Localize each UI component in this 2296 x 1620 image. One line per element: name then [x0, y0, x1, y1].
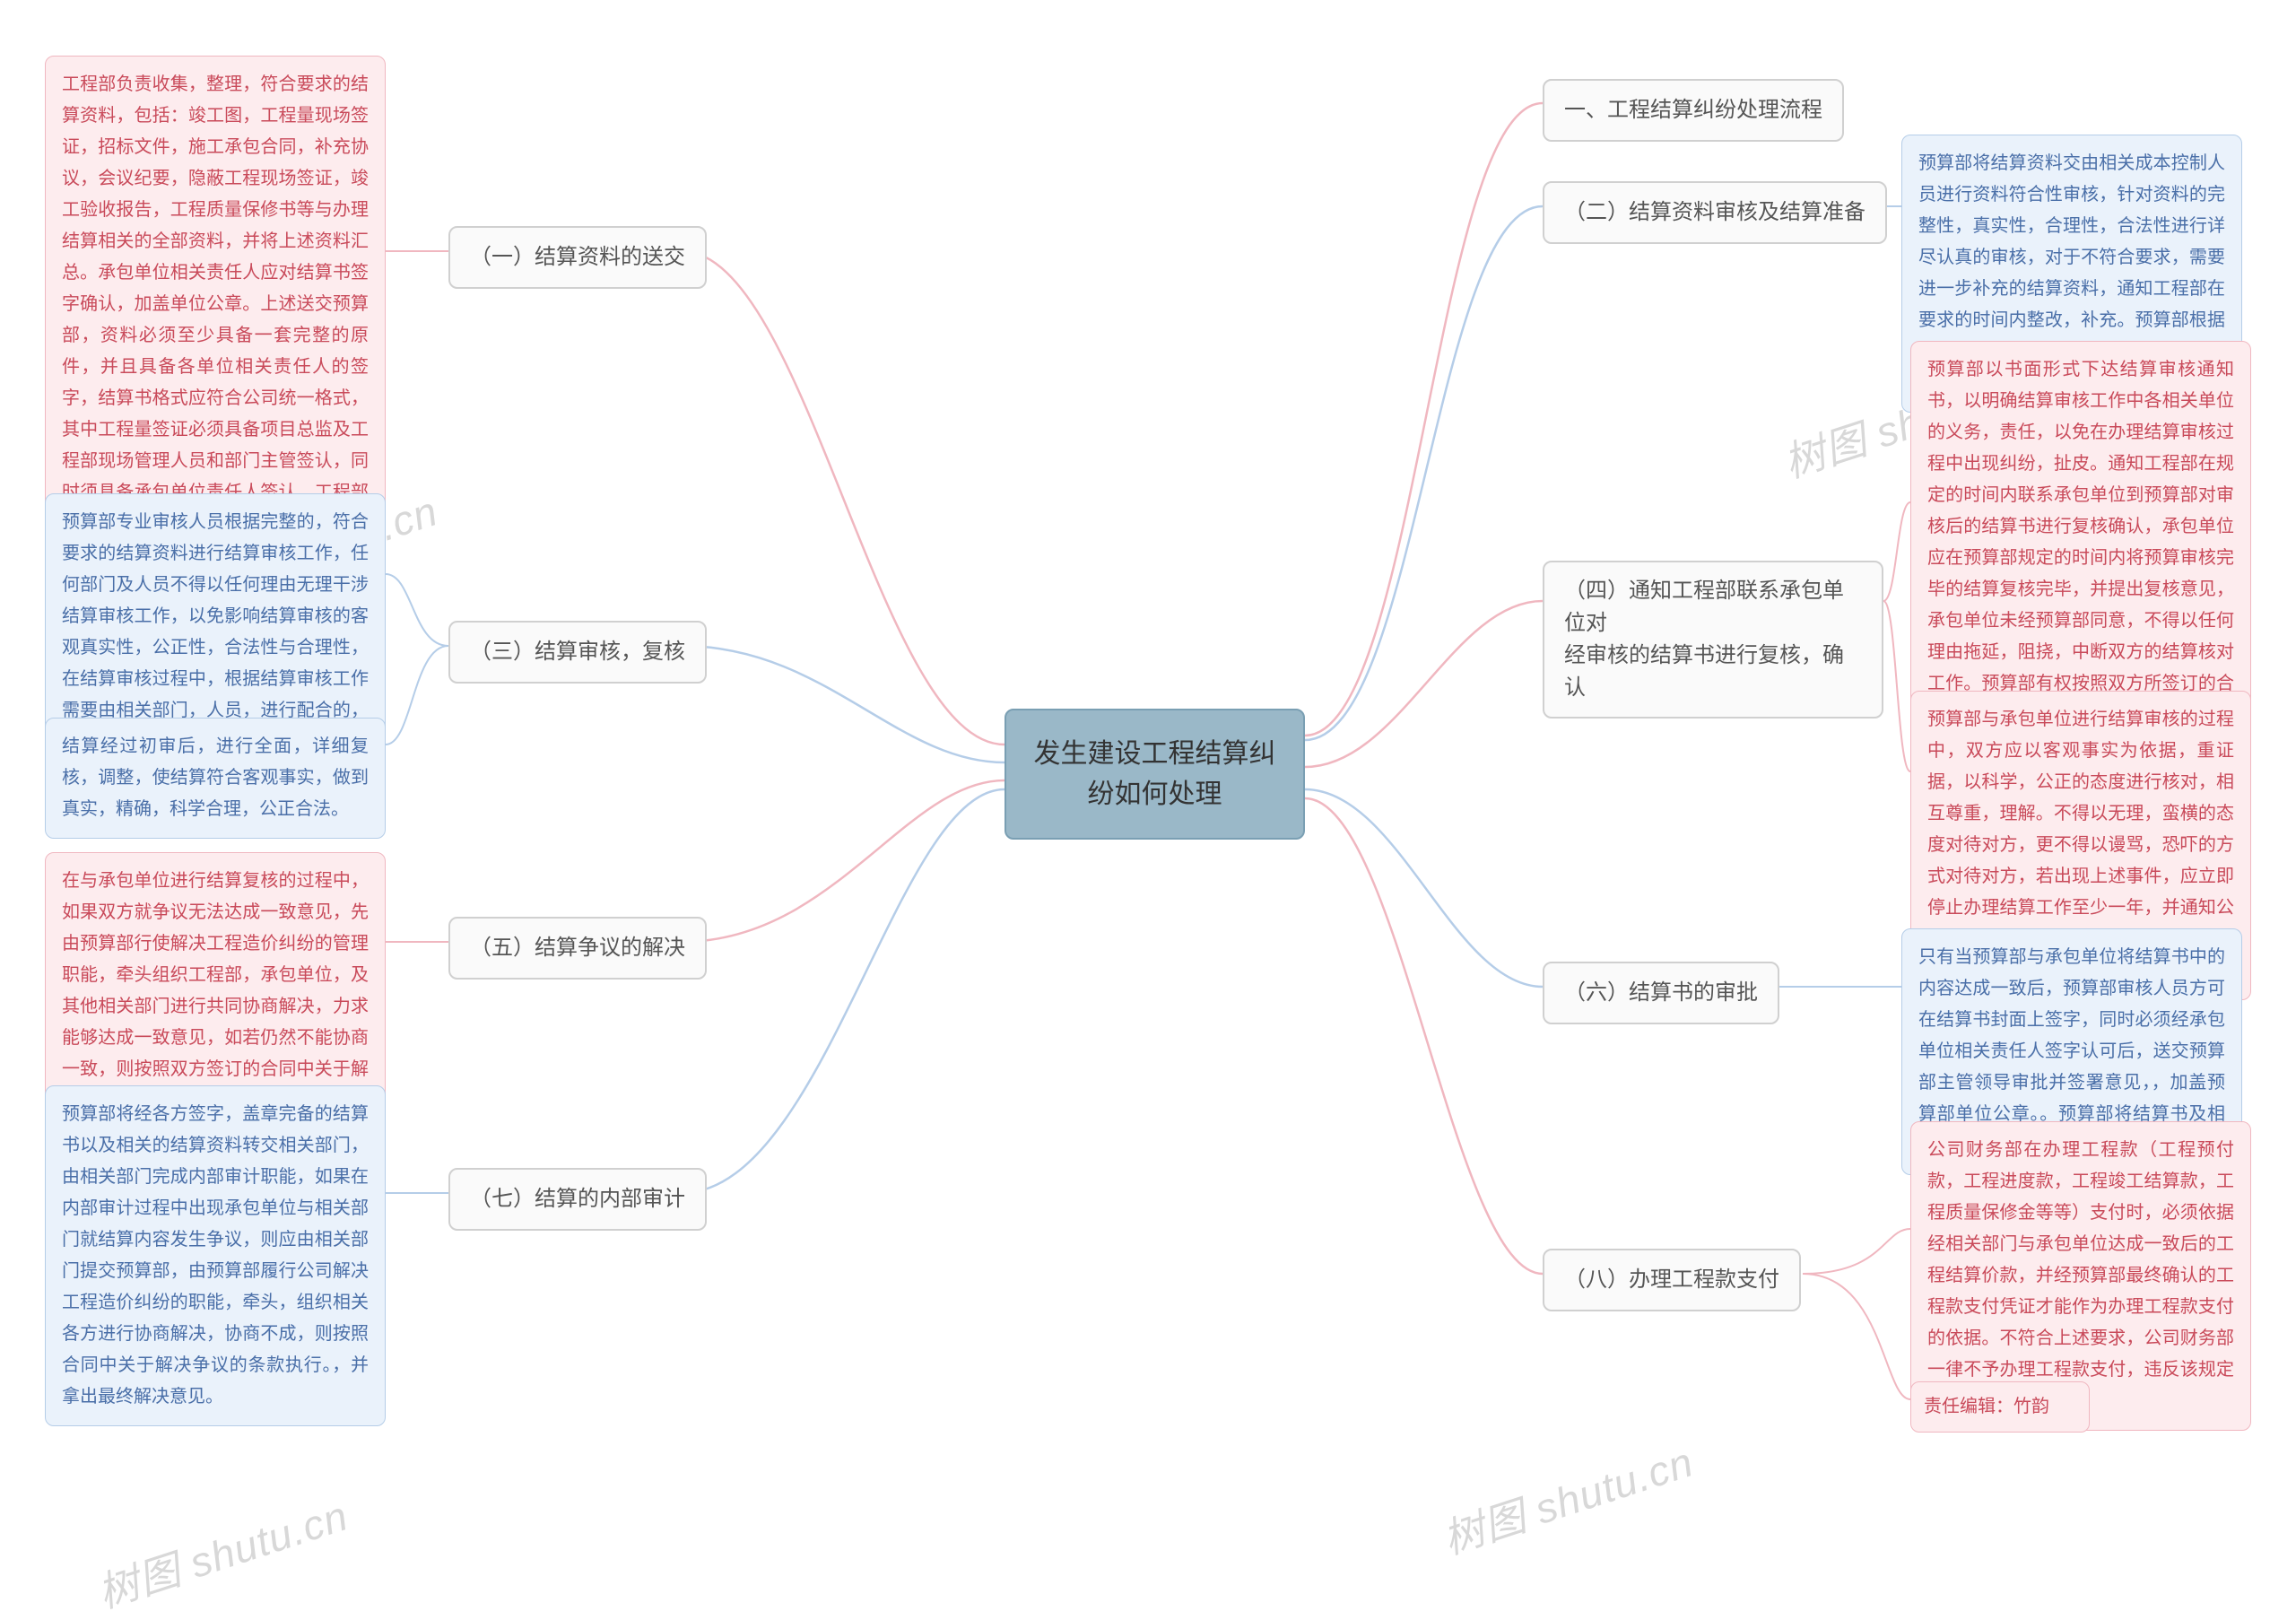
branch-3: （三）结算审核，复核	[448, 621, 707, 684]
watermark: 树图 shutu.cn	[90, 1484, 355, 1620]
branch-4-line1: （四）通知工程部联系承包单位对	[1564, 579, 1844, 635]
branch-4: （四）通知工程部联系承包单位对 经审核的结算书进行复核，确认	[1543, 561, 1883, 719]
branch-2: （二）结算资料审核及结算准备	[1543, 181, 1887, 244]
branch-4-line2: 经审核的结算书进行复核，确认	[1564, 643, 1844, 700]
detail-8-footer: 责任编辑：竹韵	[1910, 1381, 2090, 1433]
detail-3b: 结算经过初审后，进行全面，详细复核，调整，使结算符合客观事实，做到真实，精确，科…	[45, 718, 386, 839]
detail-7: 预算部将经各方签字，盖章完备的结算书以及相关的结算资料转交相关部门，由相关部门完…	[45, 1085, 386, 1426]
branch-flow: 一、工程结算纠纷处理流程	[1543, 79, 1844, 142]
branch-5: （五）结算争议的解决	[448, 917, 707, 980]
branch-1: （一）结算资料的送交	[448, 226, 707, 289]
center-node: 发生建设工程结算纠纷如何处理	[1004, 709, 1305, 840]
watermark: 树图 shutu.cn	[1435, 1430, 1700, 1566]
branch-6: （六）结算书的审批	[1543, 962, 1779, 1024]
branch-7: （七）结算的内部审计	[448, 1168, 707, 1231]
branch-8: （八）办理工程款支付	[1543, 1249, 1801, 1311]
